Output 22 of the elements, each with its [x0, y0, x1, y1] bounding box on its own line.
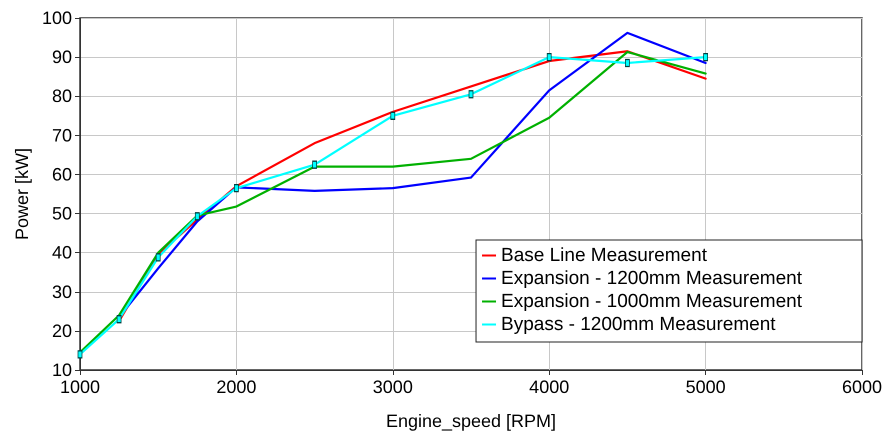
- y-axis-title: Power [kW]: [12, 148, 32, 240]
- y-tick-label: 80: [52, 86, 72, 106]
- x-tick-label: 4000: [529, 377, 570, 397]
- x-tick-label: 1000: [60, 377, 100, 397]
- y-tick-label: 100: [42, 8, 72, 28]
- y-tick-label: 10: [52, 360, 72, 380]
- legend-label: Bypass - 1200mm Measurement: [501, 314, 776, 335]
- y-tick-label: 20: [52, 320, 72, 341]
- legend-label: Base Line Measurement: [501, 245, 708, 266]
- y-tick-label: 70: [52, 125, 72, 146]
- y-tick-label: 50: [52, 204, 72, 224]
- y-tick-label: 90: [52, 47, 72, 68]
- legend-label: Expansion - 1200mm Measurement: [501, 268, 803, 289]
- x-tick-label: 3000: [372, 377, 413, 397]
- y-tick-label: 40: [52, 242, 72, 263]
- x-tick-label: 2000: [216, 377, 256, 397]
- y-tick-label: 30: [52, 282, 72, 302]
- x-tick-label: 6000: [842, 377, 882, 397]
- legend-label: Expansion - 1000mm Measurement: [501, 291, 803, 312]
- x-tick-label: 5000: [686, 377, 726, 397]
- y-tick-label: 60: [52, 164, 72, 184]
- x-axis-title: Engine_speed [RPM]: [386, 411, 556, 431]
